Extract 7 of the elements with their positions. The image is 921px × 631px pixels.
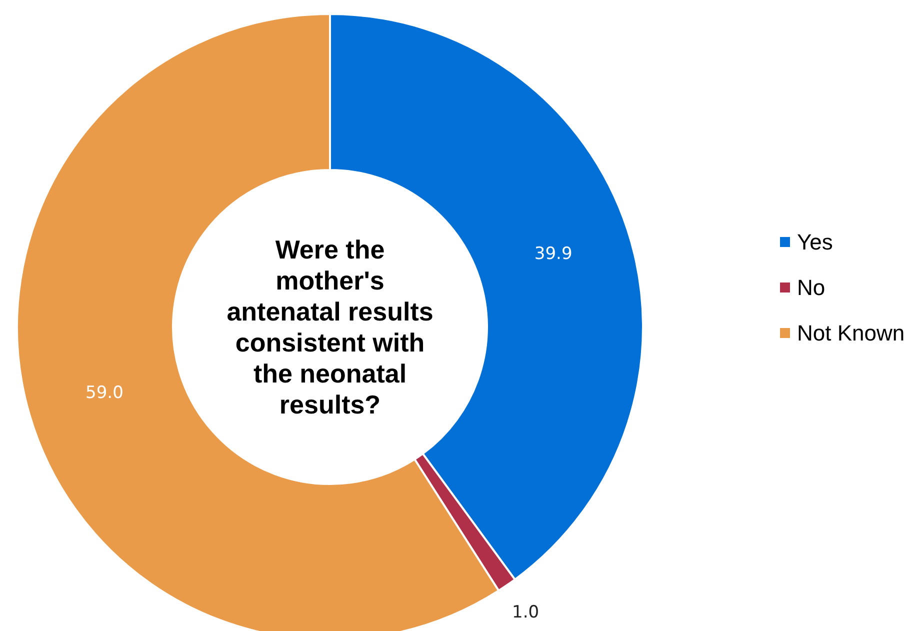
legend-label: No xyxy=(797,275,826,300)
data-label: 59.0 xyxy=(86,382,124,403)
legend-label: Yes xyxy=(797,230,833,254)
data-label: 1.0 xyxy=(512,602,540,622)
legend-label: Not Known xyxy=(797,320,905,346)
data-label: 39.9 xyxy=(534,244,572,264)
text: Were the mother's antenatal results consistent with the neonatal results? xyxy=(226,234,434,420)
